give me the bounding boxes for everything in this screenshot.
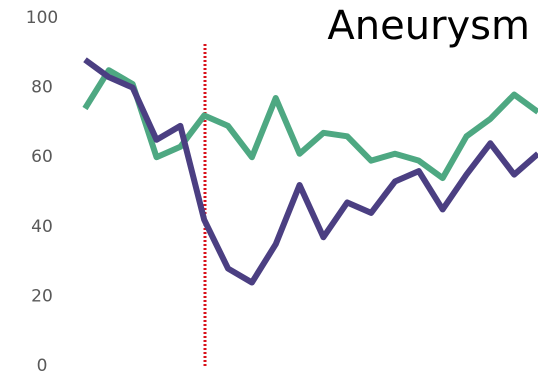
y-tick-label: 80 [31, 78, 53, 98]
chart-title: Aneurysm [327, 3, 530, 49]
y-tick-label: 60 [31, 147, 53, 167]
y-tick-label: 100 [26, 8, 58, 28]
data-line [83, 57, 538, 286]
data-line [82, 67, 538, 182]
y-tick-label: 20 [31, 286, 53, 306]
y-tick-label: 40 [31, 217, 53, 237]
y-tick-label: 0 [37, 356, 48, 376]
